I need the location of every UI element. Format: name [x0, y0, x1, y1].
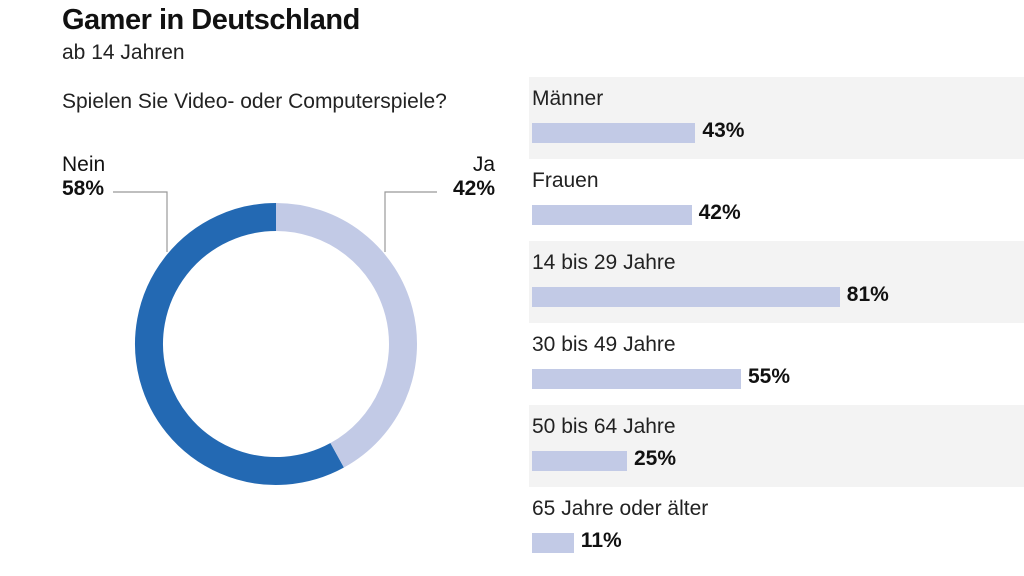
bar-row: Frauen 42% — [529, 159, 1024, 241]
bar-category-label: 50 bis 64 Jahre — [532, 415, 676, 438]
slice-value-nein: 58% — [62, 177, 105, 200]
bar — [532, 287, 840, 307]
bar-category-label: Männer — [532, 87, 604, 110]
bar-row: 30 bis 49 Jahre 55% — [529, 323, 1024, 405]
bar — [532, 205, 692, 225]
bar-value-label: 42% — [698, 201, 741, 224]
slice-label-ja: Ja 42% — [453, 153, 495, 201]
bar-row: Männer 43% — [529, 77, 1024, 159]
slice-category-nein: Nein — [62, 153, 106, 176]
slice-category-ja: Ja — [472, 153, 495, 176]
bar-value-label: 81% — [846, 283, 889, 306]
bar-row: 50 bis 64 Jahre 25% — [529, 405, 1024, 487]
bar-category-label: 14 bis 29 Jahre — [532, 251, 676, 274]
chart-title: Gamer in Deutschland — [62, 4, 360, 36]
bar-category-label: 30 bis 49 Jahre — [532, 333, 676, 356]
slice-value-ja: 42% — [452, 177, 495, 200]
leader-line-nein — [113, 191, 168, 252]
bar-value-label: 25% — [634, 447, 677, 470]
bar-value-label: 55% — [748, 365, 791, 388]
bar-category-label: Frauen — [532, 169, 599, 192]
leader-line-ja — [384, 191, 437, 252]
chart-subtitle: ab 14 Jahren — [62, 41, 185, 64]
bar-row: 14 bis 29 Jahre 81% — [529, 241, 1024, 323]
bar-chart: Männer 43% Frauen 42% 14 bis 29 Jahre 81% 30 b… — [529, 77, 1024, 569]
bar-value-label: 43% — [702, 119, 745, 142]
slice-label-nein: Nein 58% — [62, 153, 105, 201]
bar-category-label: 65 Jahre oder älter — [532, 497, 709, 520]
survey-question: Spielen Sie Video- oder Computerspiele? — [62, 90, 447, 113]
bar-row: 65 Jahre oder älter 11% — [529, 487, 1024, 569]
bar — [532, 451, 627, 471]
bar — [532, 533, 574, 553]
donut-slice-ja — [275, 203, 417, 468]
bar — [532, 123, 696, 143]
bar-value-label: 11% — [580, 529, 622, 552]
bar — [532, 369, 741, 389]
donut-slice-nein — [135, 203, 344, 485]
